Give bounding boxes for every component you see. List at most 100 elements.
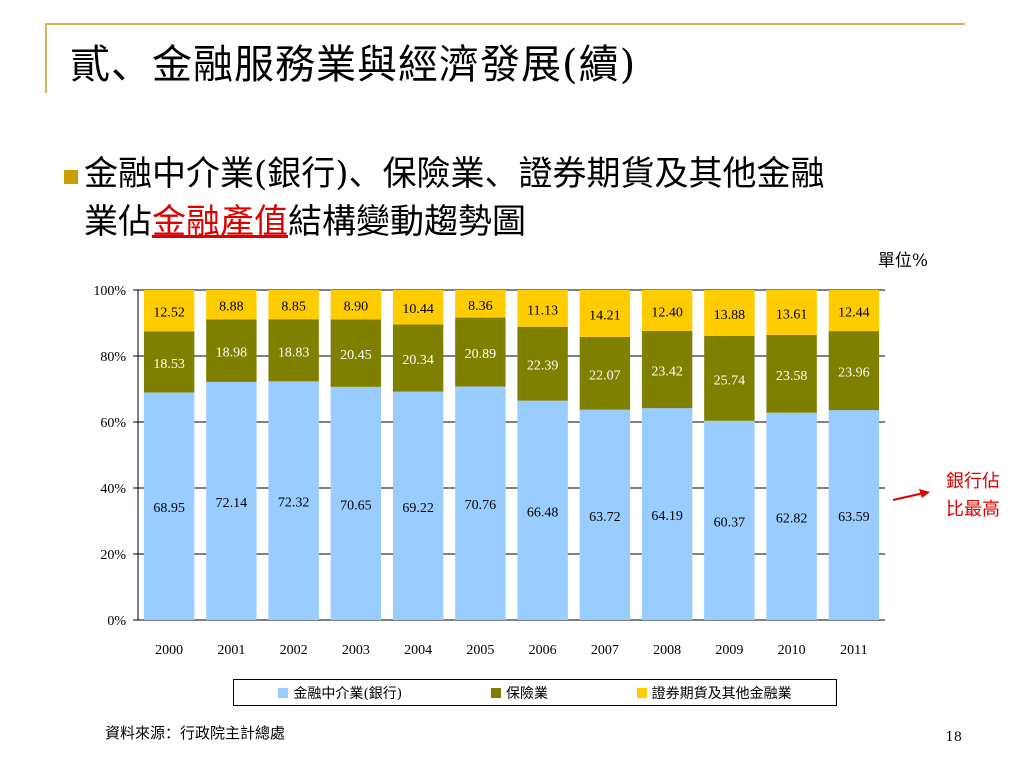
y-tick-label: 60% [100,416,126,431]
bar-segment [143,392,195,620]
x-tick-label: 2007 [591,643,619,658]
bar-segment [517,400,568,620]
bullet-line-2-prefix: 業佔 [84,202,152,242]
x-tick-label: 2000 [155,643,183,658]
legend-item: 金融中介業(銀行) [278,683,402,703]
data-label: 18.83 [278,345,310,360]
bar-segment [579,409,631,620]
legend-item: 保險業 [490,683,548,703]
data-label: 68.95 [153,501,185,516]
bar-segment [330,290,382,320]
data-label: 63.59 [838,510,870,525]
data-label: 13.88 [714,308,746,323]
bar-segment [330,386,382,620]
data-label: 8.90 [344,300,369,315]
bar-segment [828,290,880,332]
data-label: 8.36 [468,299,493,314]
data-label: 8.85 [281,300,306,315]
bar-segment [455,317,506,387]
data-label: 14.21 [589,308,621,323]
data-label: 12.52 [153,306,185,321]
bar-segment [206,319,257,382]
data-label: 72.14 [216,496,248,511]
bar-segment [206,290,257,320]
frame-left-line [45,23,47,93]
data-label: 70.76 [465,498,497,513]
data-label: 22.07 [589,368,621,383]
bar-segment [392,290,444,325]
bullet-line-1: 金融中介業(銀行)、保險業、證券期貨及其他金融 [84,154,825,194]
bar-segment [579,336,631,410]
frame-top-line [45,23,965,25]
bullet-square-icon [64,170,78,184]
data-label: 63.72 [589,510,621,525]
bar-segment [766,334,817,413]
data-label: 70.65 [340,498,372,513]
bar-segment [828,331,880,411]
bar-segment [455,289,506,318]
data-label: 13.61 [776,307,808,322]
x-tick-label: 2008 [653,643,681,658]
x-tick-label: 2003 [342,643,370,658]
data-label: 23.58 [776,369,808,384]
bar-segment [704,420,755,620]
bullet-line-2-suffix: 結構變動趨勢圖 [288,202,526,242]
bar-segment [517,326,568,401]
bar-segment [828,410,880,620]
data-label: 69.22 [402,501,434,516]
legend-swatch [278,687,289,698]
x-tick-label: 2002 [280,643,308,658]
callout-label: 銀行佔 比最高 [937,468,1009,524]
x-tick-label: 2011 [840,643,867,658]
bullet-line-2: 業佔金融產值結構變動趨勢圖 [84,198,984,246]
x-tick-label: 2001 [217,643,245,658]
bar-segment [641,330,693,409]
bullet-highlight: 金融產值 [152,202,288,242]
bar-segment [704,290,755,336]
data-label: 20.34 [402,353,434,368]
bar-segment [206,381,257,620]
legend-swatch [636,687,647,698]
data-label: 10.44 [402,302,434,317]
bar-segment [579,290,631,337]
bar-segment [641,408,693,620]
y-tick-label: 80% [100,350,126,365]
bar-segment [766,412,817,620]
data-label: 20.45 [340,348,372,363]
bar-segment [392,324,444,392]
callout-arrow-line [892,492,925,501]
callout-line-2: 比最高 [946,499,1000,520]
bar-segment [330,319,382,387]
legend-item: 證券期貨及其他金融業 [636,683,792,703]
legend-label: 證券期貨及其他金融業 [651,685,792,702]
legend-label: 金融中介業(銀行) [293,685,403,702]
legend-swatch [490,687,501,698]
data-label: 25.74 [714,373,746,388]
bar-segment [268,319,319,382]
bar-segment [766,289,817,335]
x-tick-label: 2006 [529,643,557,658]
data-label: 64.19 [651,509,683,524]
bar-segment [704,335,755,421]
bar-segment [392,391,444,620]
unit-label: 單位% [877,251,928,271]
data-label: 18.53 [153,357,185,372]
bar-segment [517,290,568,327]
y-tick-label: 20% [100,548,126,563]
data-label: 66.48 [527,505,559,520]
callout-arrow-head [919,489,930,498]
x-tick-label: 2010 [778,643,806,658]
legend-label: 保險業 [505,685,548,702]
chart-legend: 金融中介業(銀行) 保險業 證券期貨及其他金融業 [233,679,837,706]
data-label: 11.13 [527,303,558,318]
data-label: 12.44 [838,306,870,321]
data-label: 60.37 [714,515,746,530]
bar-segment [455,386,506,620]
bar-segment [143,290,195,332]
data-label: 12.40 [651,305,683,320]
callout-line-1: 銀行佔 [946,471,1000,492]
x-tick-label: 2005 [466,643,494,658]
data-label: 8.88 [219,300,244,315]
data-label: 20.89 [465,347,497,362]
